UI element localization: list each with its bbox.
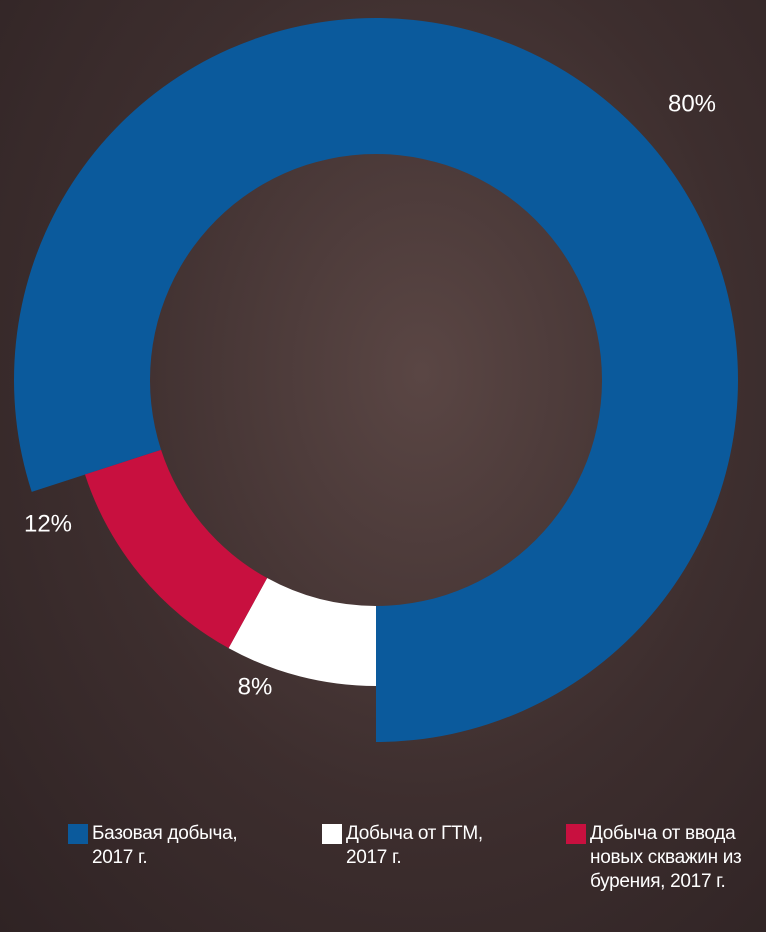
data-label: 8% — [238, 673, 273, 700]
legend-swatch — [68, 824, 88, 844]
legend-item: Добыча от ГТМ, 2017 г. — [322, 822, 521, 870]
donut-segment — [85, 450, 267, 648]
legend-swatch — [322, 824, 342, 844]
legend-item: Добыча от ввода новых скважин из бурения… — [566, 822, 765, 894]
page: 80% 8% 12% Базовая добыча, 2017 г. Добыча о… — [0, 0, 766, 932]
donut-segment — [14, 18, 738, 742]
legend-label: Базовая добыча, 2017 г. — [92, 822, 267, 870]
legend-swatch — [566, 824, 586, 844]
legend-label: Добыча от ГТМ, 2017 г. — [346, 822, 521, 870]
legend-item: Базовая добыча, 2017 г. — [68, 822, 267, 870]
data-label: 80% — [668, 90, 716, 117]
data-label: 12% — [24, 510, 72, 537]
legend-label: Добыча от ввода новых скважин из бурения… — [590, 822, 765, 894]
chart: 80% 8% 12% — [0, 0, 766, 932]
